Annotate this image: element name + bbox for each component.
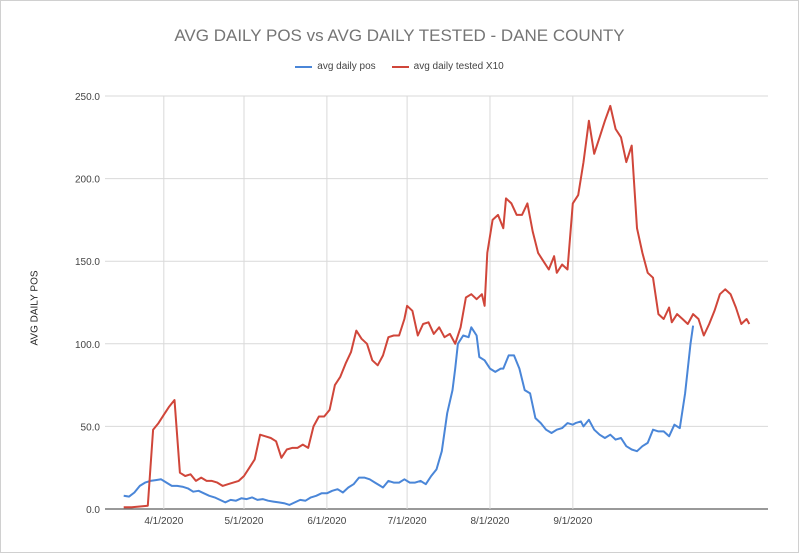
- chart-title: AVG DAILY POS vs AVG DAILY TESTED - DANE…: [174, 26, 625, 45]
- series-line-tested: [123, 104, 751, 509]
- y-tick-label: 100.0: [75, 340, 100, 351]
- legend-swatch-pos: [295, 65, 313, 68]
- legend-item-tested[interactable]: avg daily tested X10: [391, 61, 504, 72]
- y-tick-label: 0.0: [86, 505, 100, 516]
- legend-label-tested: avg daily tested X10: [413, 61, 504, 72]
- chart-legend: avg daily pos avg daily tested X10: [0, 61, 799, 72]
- y-tick-label: 150.0: [75, 257, 100, 268]
- x-tick-label: 5/1/2020: [225, 516, 264, 527]
- y-tick-label: 200.0: [75, 175, 100, 186]
- x-tick-label: 9/1/2020: [553, 516, 592, 527]
- x-tick-label: 6/1/2020: [307, 516, 346, 527]
- y-tick-label: 250.0: [75, 92, 100, 103]
- x-tick-label: 8/1/2020: [470, 516, 509, 527]
- y-tick-label: 50.0: [81, 422, 101, 433]
- x-tick-label: 4/1/2020: [144, 516, 183, 527]
- legend-label-pos: avg daily pos: [317, 61, 376, 72]
- legend-item-pos[interactable]: avg daily pos: [295, 61, 376, 72]
- legend-swatch-tested: [391, 65, 409, 68]
- x-tick-label: 7/1/2020: [388, 516, 427, 527]
- series-line-pos: [123, 325, 695, 506]
